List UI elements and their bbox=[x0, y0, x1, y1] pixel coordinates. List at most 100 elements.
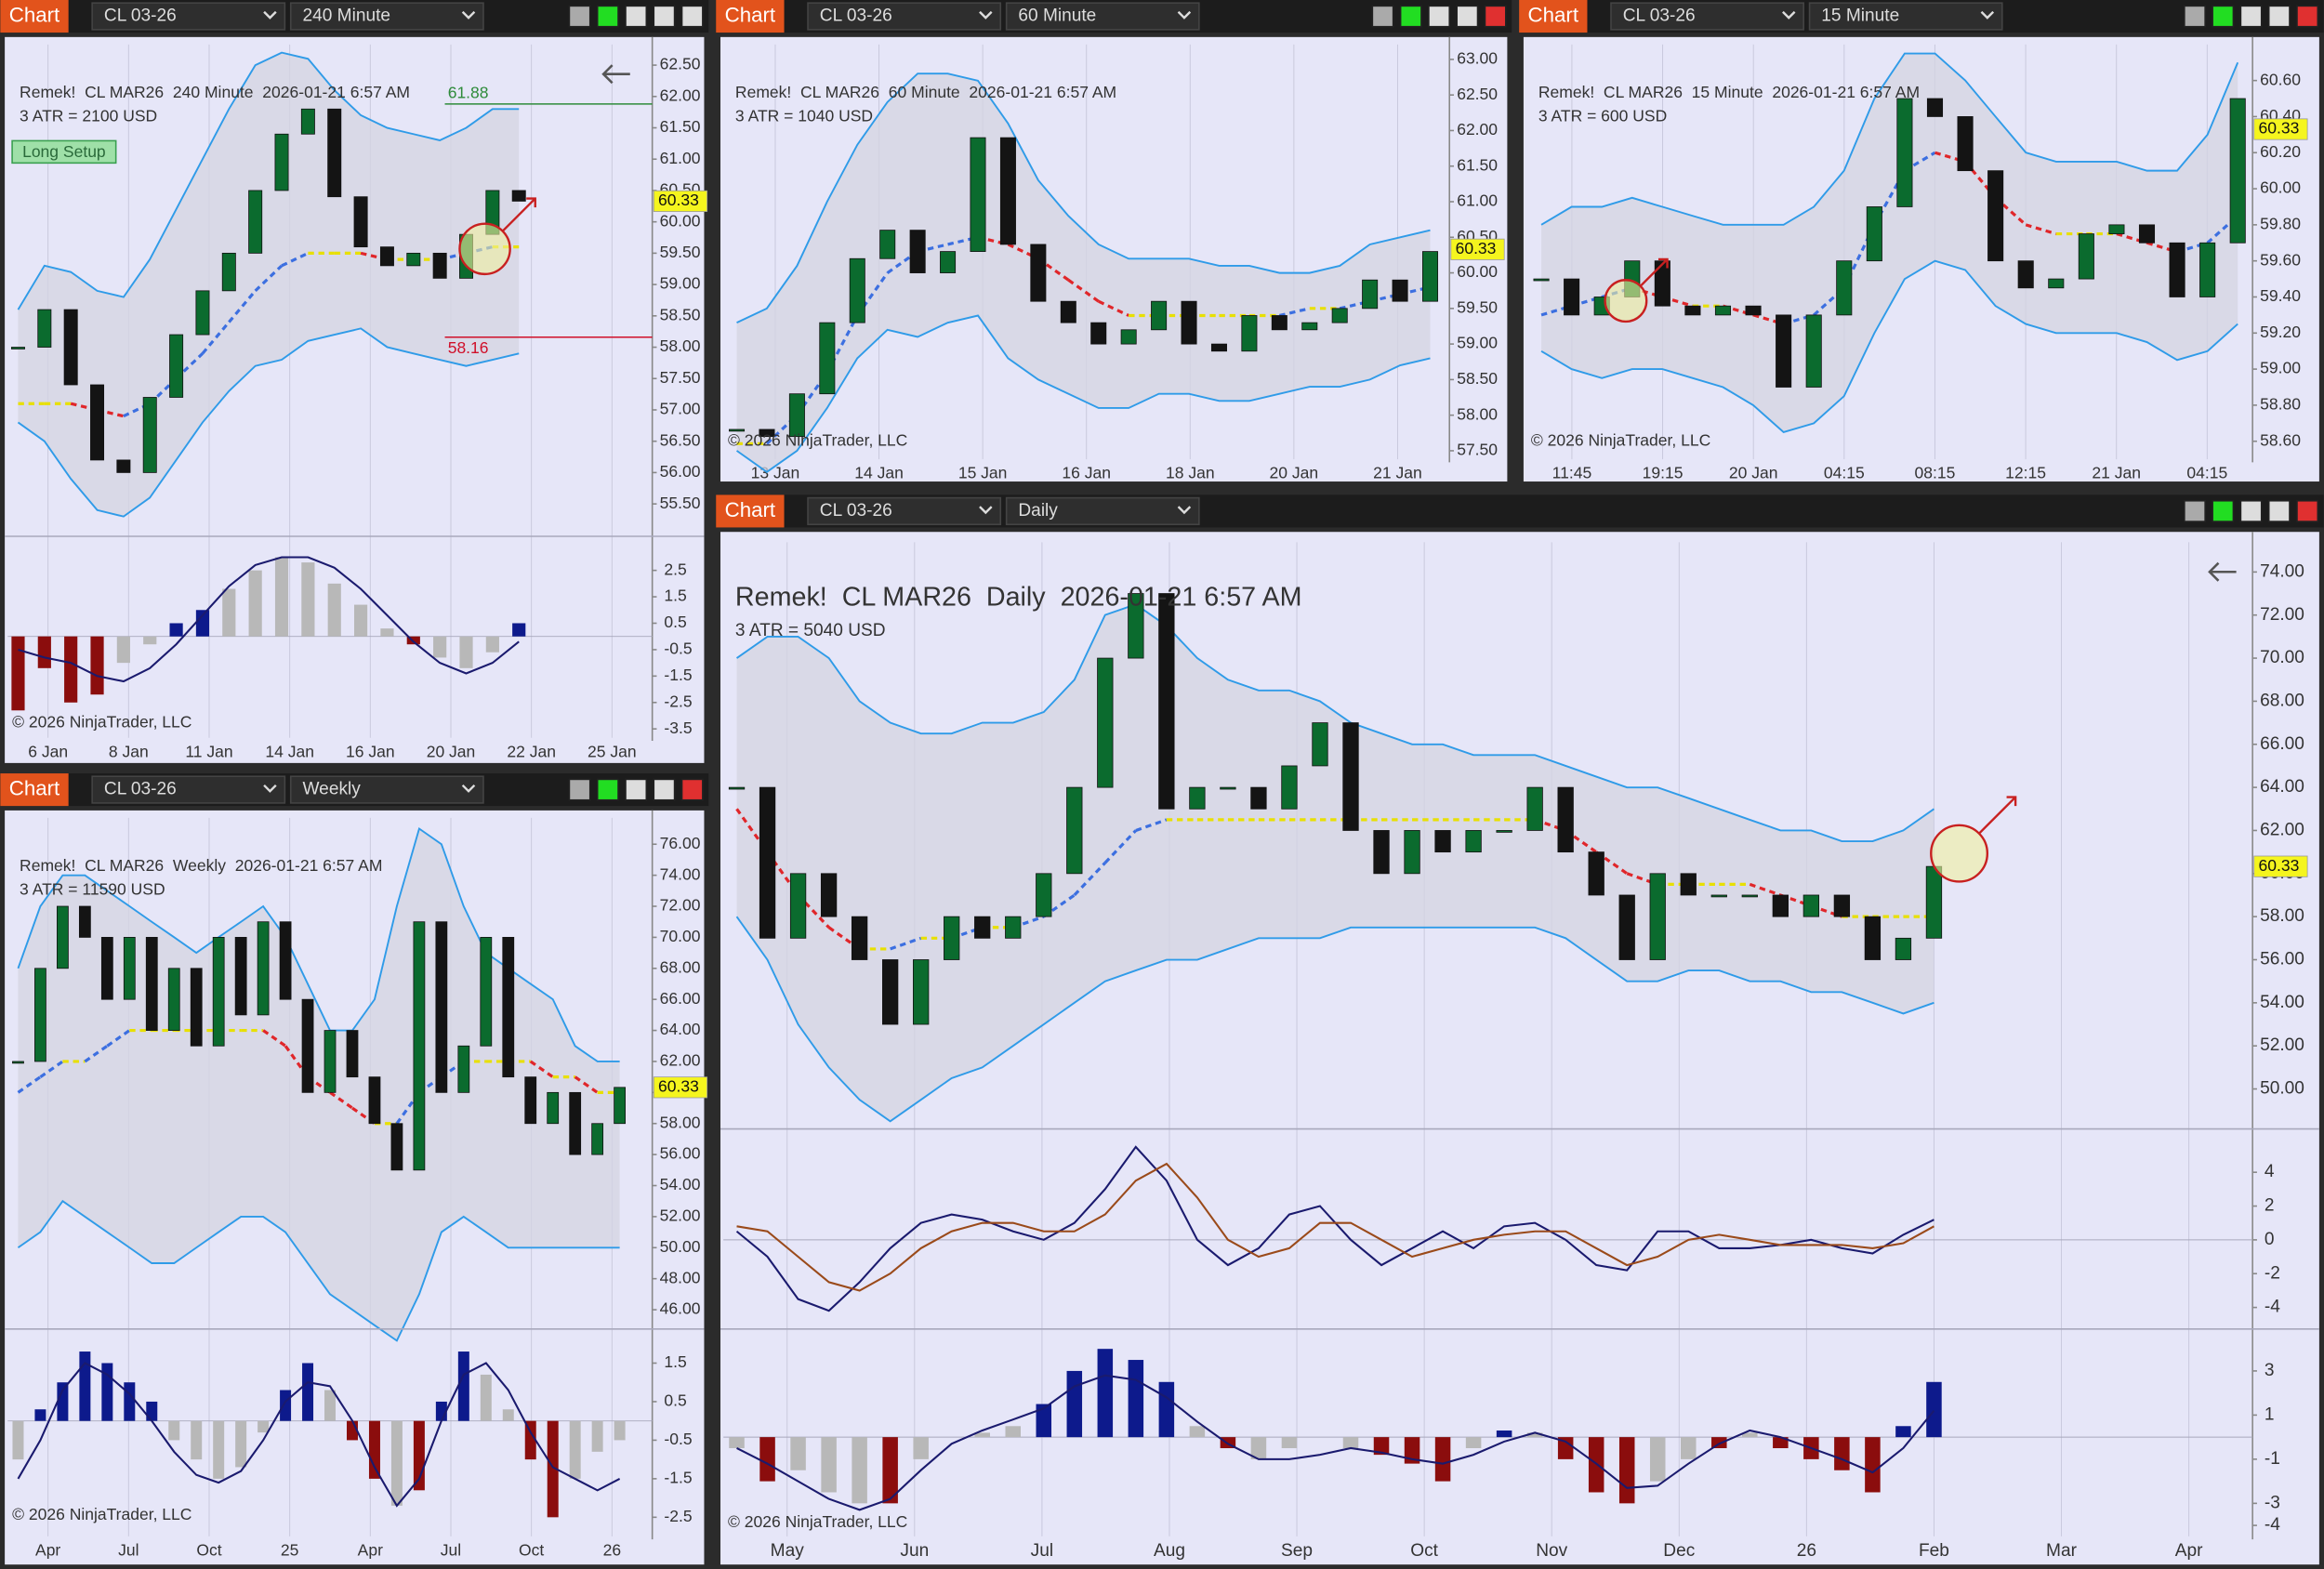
chart-window: Chart CL 03-26 240 Minute 6 Jan 8 Jan 11 Jan 1… bbox=[0, 0, 709, 763]
window-button[interactable] bbox=[2267, 5, 2291, 28]
instrument-dropdown[interactable]: CL 03-26 bbox=[91, 775, 286, 804]
instrument-label[interactable]: CL 03-26 bbox=[820, 501, 892, 521]
y-tick-label: 56.00 bbox=[660, 462, 701, 481]
dropdown-box[interactable] bbox=[289, 775, 484, 804]
chart-tab-label: Chart bbox=[725, 3, 776, 26]
window-button[interactable] bbox=[2267, 499, 2291, 522]
dropdown-box[interactable] bbox=[1005, 496, 1200, 526]
window-button[interactable] bbox=[653, 5, 676, 28]
trend-line-segment bbox=[1963, 160, 1997, 199]
copyright: © 2026 NinjaTrader, LLC bbox=[728, 1512, 907, 1531]
instrument-label[interactable]: CL 03-26 bbox=[820, 7, 892, 26]
interval-dropdown[interactable]: Daily bbox=[1005, 496, 1200, 526]
candle bbox=[1866, 206, 1882, 262]
lower-band bbox=[17, 1199, 620, 1342]
candle bbox=[1836, 260, 1853, 316]
interval-dropdown[interactable]: Weekly bbox=[289, 775, 484, 804]
dropdown-chevron[interactable] bbox=[979, 506, 993, 515]
y-tick-label: 61.00 bbox=[1457, 191, 1498, 210]
interval-dropdown[interactable]: 15 Minute bbox=[1808, 2, 2003, 31]
instrument-label[interactable]: CL 03-26 bbox=[104, 780, 177, 799]
window-button[interactable] bbox=[2212, 5, 2235, 28]
dropdown-chevron[interactable] bbox=[461, 784, 476, 793]
trend-line-segment bbox=[39, 1060, 64, 1078]
histogram-bar bbox=[354, 604, 368, 637]
window-button[interactable] bbox=[596, 778, 619, 801]
interval-dropdown[interactable]: 240 Minute bbox=[289, 2, 484, 31]
window-button[interactable] bbox=[625, 5, 648, 28]
candle bbox=[57, 905, 69, 969]
candle bbox=[1392, 279, 1408, 302]
window-button[interactable] bbox=[1399, 5, 1422, 28]
dropdown-chevron[interactable] bbox=[461, 10, 476, 20]
dropdown-box[interactable] bbox=[289, 2, 484, 31]
chart-header: Remek! CL MAR26 Weekly 2026-01-21 6:57 A… bbox=[20, 856, 382, 875]
back-arrow[interactable] bbox=[601, 64, 630, 85]
interval-label[interactable]: Weekly bbox=[303, 780, 362, 799]
window-button[interactable] bbox=[1371, 5, 1394, 28]
instrument-dropdown[interactable]: CL 03-26 bbox=[807, 2, 1002, 31]
dropdown-chevron[interactable] bbox=[979, 10, 993, 20]
x-tick-label: Oct bbox=[1410, 1541, 1438, 1561]
dropdown-box[interactable] bbox=[91, 775, 286, 804]
dropdown-box[interactable] bbox=[807, 496, 1002, 526]
window-button[interactable] bbox=[625, 778, 648, 801]
candle bbox=[1434, 830, 1451, 853]
instrument-dropdown[interactable]: CL 03-26 bbox=[91, 2, 286, 31]
window-button[interactable] bbox=[2184, 499, 2206, 522]
window-button[interactable] bbox=[680, 5, 704, 28]
x-tick-label: Jul bbox=[1031, 1541, 1053, 1561]
y-tick-label: 74.00 bbox=[2260, 561, 2304, 581]
dropdown-chevron[interactable] bbox=[1177, 10, 1192, 20]
instrument-label[interactable]: CL 03-26 bbox=[104, 7, 177, 26]
dropdown-box[interactable] bbox=[1808, 2, 2003, 31]
instrument-dropdown[interactable]: CL 03-26 bbox=[1610, 2, 1804, 31]
candle bbox=[100, 937, 113, 1000]
window-button[interactable] bbox=[596, 5, 619, 28]
dropdown-chevron[interactable] bbox=[263, 10, 277, 20]
candle bbox=[1649, 873, 1666, 960]
candle bbox=[1588, 851, 1604, 896]
dropdown-box[interactable] bbox=[1610, 2, 1804, 31]
interval-label[interactable]: Daily bbox=[1018, 501, 1058, 521]
window-button[interactable] bbox=[653, 778, 676, 801]
y-tick-label: 59.50 bbox=[660, 243, 701, 261]
dropdown-chevron[interactable] bbox=[1782, 10, 1796, 20]
candle bbox=[2169, 242, 2185, 297]
dropdown-chevron[interactable] bbox=[1980, 10, 1995, 20]
histogram-bar bbox=[1926, 1381, 1942, 1438]
candle bbox=[1833, 894, 1851, 917]
dropdown-box[interactable] bbox=[807, 2, 1002, 31]
window-button[interactable] bbox=[1428, 5, 1451, 28]
interval-label[interactable]: 60 Minute bbox=[1018, 7, 1096, 26]
window-button[interactable] bbox=[2296, 5, 2319, 28]
dropdown-chevron[interactable] bbox=[263, 784, 277, 793]
window-button[interactable] bbox=[2212, 499, 2235, 522]
interval-label[interactable]: 15 Minute bbox=[1821, 7, 1899, 26]
window-button[interactable] bbox=[680, 778, 704, 801]
window-button[interactable] bbox=[1484, 5, 1507, 28]
trend-line-segment bbox=[1073, 862, 1106, 897]
interval-dropdown[interactable]: 60 Minute bbox=[1005, 2, 1200, 31]
instrument-label[interactable]: CL 03-26 bbox=[1623, 7, 1696, 26]
window-button[interactable] bbox=[2296, 499, 2319, 522]
y-tick-label: 58.00 bbox=[660, 336, 701, 355]
window-button[interactable] bbox=[568, 778, 591, 801]
instrument-dropdown[interactable]: CL 03-26 bbox=[807, 496, 1002, 526]
window-button[interactable] bbox=[1456, 5, 1479, 28]
window-button[interactable] bbox=[2184, 5, 2206, 28]
candle bbox=[1181, 300, 1197, 345]
window-button[interactable] bbox=[2239, 5, 2263, 28]
candle bbox=[1373, 830, 1390, 875]
window-button[interactable] bbox=[568, 5, 591, 28]
y-tick-label: 59.00 bbox=[660, 274, 701, 293]
x-tick-label: 14 Jan bbox=[854, 464, 904, 482]
window-button[interactable] bbox=[2239, 499, 2263, 522]
y-tick-label: 50.00 bbox=[660, 1237, 701, 1256]
dropdown-box[interactable] bbox=[91, 2, 286, 31]
back-arrow[interactable] bbox=[2208, 561, 2237, 582]
dropdown-box[interactable] bbox=[1005, 2, 1200, 31]
dropdown-chevron[interactable] bbox=[1177, 506, 1192, 515]
interval-label[interactable]: 240 Minute bbox=[303, 7, 391, 26]
candle bbox=[1496, 830, 1512, 833]
